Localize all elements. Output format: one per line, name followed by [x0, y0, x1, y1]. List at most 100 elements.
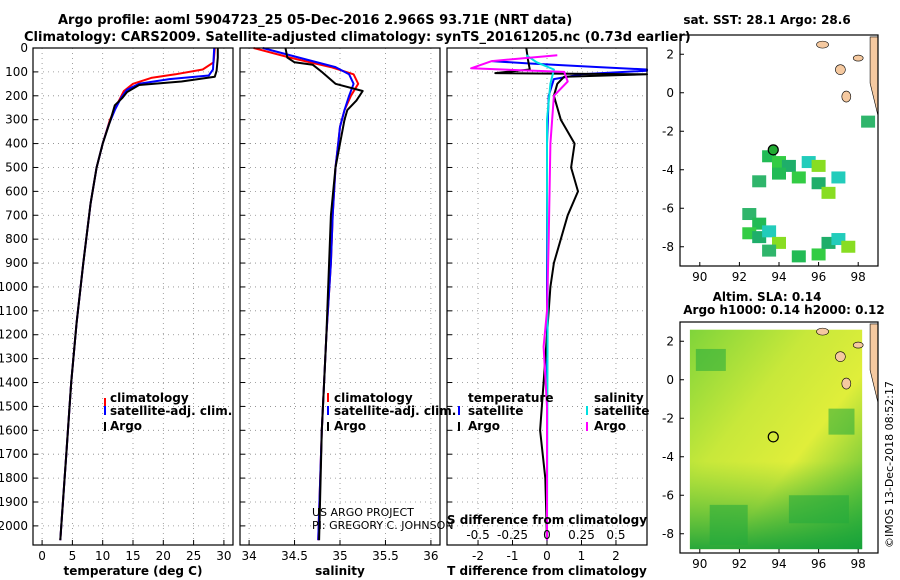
depth-tick-label: 1400 [0, 376, 28, 390]
legend-temperature-title: temperature [468, 391, 553, 405]
salinity-legend: climatology satellite-adj. clim. Argo [327, 391, 456, 433]
x2-tick-label: 0 [543, 528, 551, 542]
legend-satellite-adj-s: satellite-adj. clim. [334, 404, 456, 418]
credit-line2: PI: GREGORY C. JOHNSON [312, 519, 453, 532]
x-tick-label: 34.5 [281, 549, 308, 563]
legend-t-argo: Argo [468, 419, 500, 433]
sst-cell [762, 225, 777, 238]
argo-float-marker [767, 144, 779, 156]
sst-map-title: sat. SST: 28.1 Argo: 28.6 [683, 13, 850, 27]
x2-tick-label: -0.25 [497, 528, 528, 542]
x2-tick-label: 0.25 [568, 528, 595, 542]
series-argo [284, 47, 364, 541]
sst-cell [831, 171, 846, 184]
sst-cell [762, 244, 777, 257]
depth-tick-label: 1100 [0, 304, 28, 318]
legend-climatology: climatology [110, 391, 189, 405]
map-x-tick-label: 98 [851, 270, 866, 284]
island [816, 327, 829, 336]
legend-salinity-title: salinity [594, 391, 644, 405]
land-sumatra [869, 323, 879, 403]
salinity-panel: 34 34.5 35 35.5 36 salinity [239, 47, 441, 578]
sla-patch [695, 348, 726, 371]
imos-stamp: ©IMOS 13-Dec-2018 08:52:17 [883, 381, 896, 548]
map-y-tick-label: -8 [662, 527, 674, 541]
sst-cell [791, 171, 806, 184]
map-x-tick-label: 96 [811, 557, 826, 571]
difference-legend: temperature salinity satellite Argo sate… [458, 391, 649, 433]
depth-tick-label: 400 [5, 137, 28, 151]
legend-argo-s: Argo [334, 419, 366, 433]
map-y-tick-label: 0 [666, 86, 674, 100]
x-tick-label: 35.5 [372, 549, 399, 563]
x-tick-label: 35 [332, 549, 347, 563]
series-argo [59, 48, 219, 541]
sst-cell [752, 175, 767, 188]
x-tick-label: 25 [186, 549, 201, 563]
sla-map-title-line2: Argo h1000: 0.14 h2000: 0.12 [683, 303, 884, 317]
legend-s-argo: Argo [594, 419, 626, 433]
island [841, 90, 852, 103]
sst-cell [821, 186, 836, 199]
x-tick-label: 0 [543, 549, 551, 563]
depth-tick-label: 1800 [0, 471, 28, 485]
legend-t-satellite: satellite [468, 404, 523, 418]
plot-frame [239, 47, 441, 546]
depth-tick-label: 0 [20, 41, 28, 55]
depth-tick-label: 900 [5, 256, 28, 270]
depth-tick-label: 1000 [0, 280, 28, 294]
island [852, 341, 864, 349]
x-tick-label: 5 [69, 549, 77, 563]
map-y-tick-label: 2 [666, 334, 674, 348]
sst-cell [841, 240, 856, 253]
map-frame [679, 321, 879, 554]
map-x-tick-label: 90 [692, 557, 707, 571]
series-t-argo [494, 47, 648, 541]
x-tick-label: 36 [423, 549, 438, 563]
map-x-tick-label: 94 [771, 270, 786, 284]
x-axis-label: salinity [315, 564, 365, 578]
x-axis-label: temperature (deg C) [64, 564, 203, 578]
map-y-tick-label: -2 [662, 411, 674, 425]
x-tick-label: 10 [95, 549, 110, 563]
x-tick-label: 2 [612, 549, 620, 563]
map-x-tick-label: 90 [692, 270, 707, 284]
x-tick-label: 15 [125, 549, 140, 563]
x-axis-label: T difference from climatology [447, 564, 647, 578]
depth-tick-label: 700 [5, 208, 28, 222]
sst-cell [811, 159, 826, 172]
sst-map: sat. SST: 28.1 Argo: 28.6 90 92 94 96 98 2 0 -2 -… [662, 13, 879, 284]
x-tick-label: 20 [156, 549, 171, 563]
island [841, 377, 852, 390]
x2-tick-label: 0.5 [606, 528, 625, 542]
depth-tick-label: 1600 [0, 423, 28, 437]
x-tick-label: -2 [472, 549, 484, 563]
depth-tick-label: 1200 [0, 328, 28, 342]
series-climatology [253, 47, 360, 541]
map-y-tick-label: -4 [662, 163, 674, 177]
island [835, 64, 846, 75]
map-y-tick-label: -6 [662, 201, 674, 215]
depth-tick-label: 1700 [0, 447, 28, 461]
map-y-tick-label: 2 [666, 47, 674, 61]
island [816, 40, 829, 49]
sla-map-title-line1: Altim. SLA: 0.14 [713, 290, 822, 304]
depth-tick-label: 1300 [0, 352, 28, 366]
x-tick-label: 0 [38, 549, 46, 563]
legend-argo: Argo [110, 419, 142, 433]
sla-patch [709, 504, 748, 545]
depth-tick-label: 600 [5, 184, 28, 198]
map-y-tick-label: -4 [662, 450, 674, 464]
x-tick-label: -1 [507, 549, 519, 563]
map-x-tick-label: 98 [851, 557, 866, 571]
map-x-tick-label: 92 [732, 557, 747, 571]
map-y-tick-label: -8 [662, 240, 674, 254]
x-tick-label: 30 [216, 549, 231, 563]
difference-panel: -2 -1 0 1 2T difference from climatology S di… [446, 47, 648, 578]
series-satellite-adj-clim- [262, 47, 355, 541]
map-x-tick-label: 92 [732, 270, 747, 284]
map-x-tick-label: 96 [811, 270, 826, 284]
credit-line1: US ARGO PROJECT [312, 506, 414, 519]
island [835, 351, 846, 362]
